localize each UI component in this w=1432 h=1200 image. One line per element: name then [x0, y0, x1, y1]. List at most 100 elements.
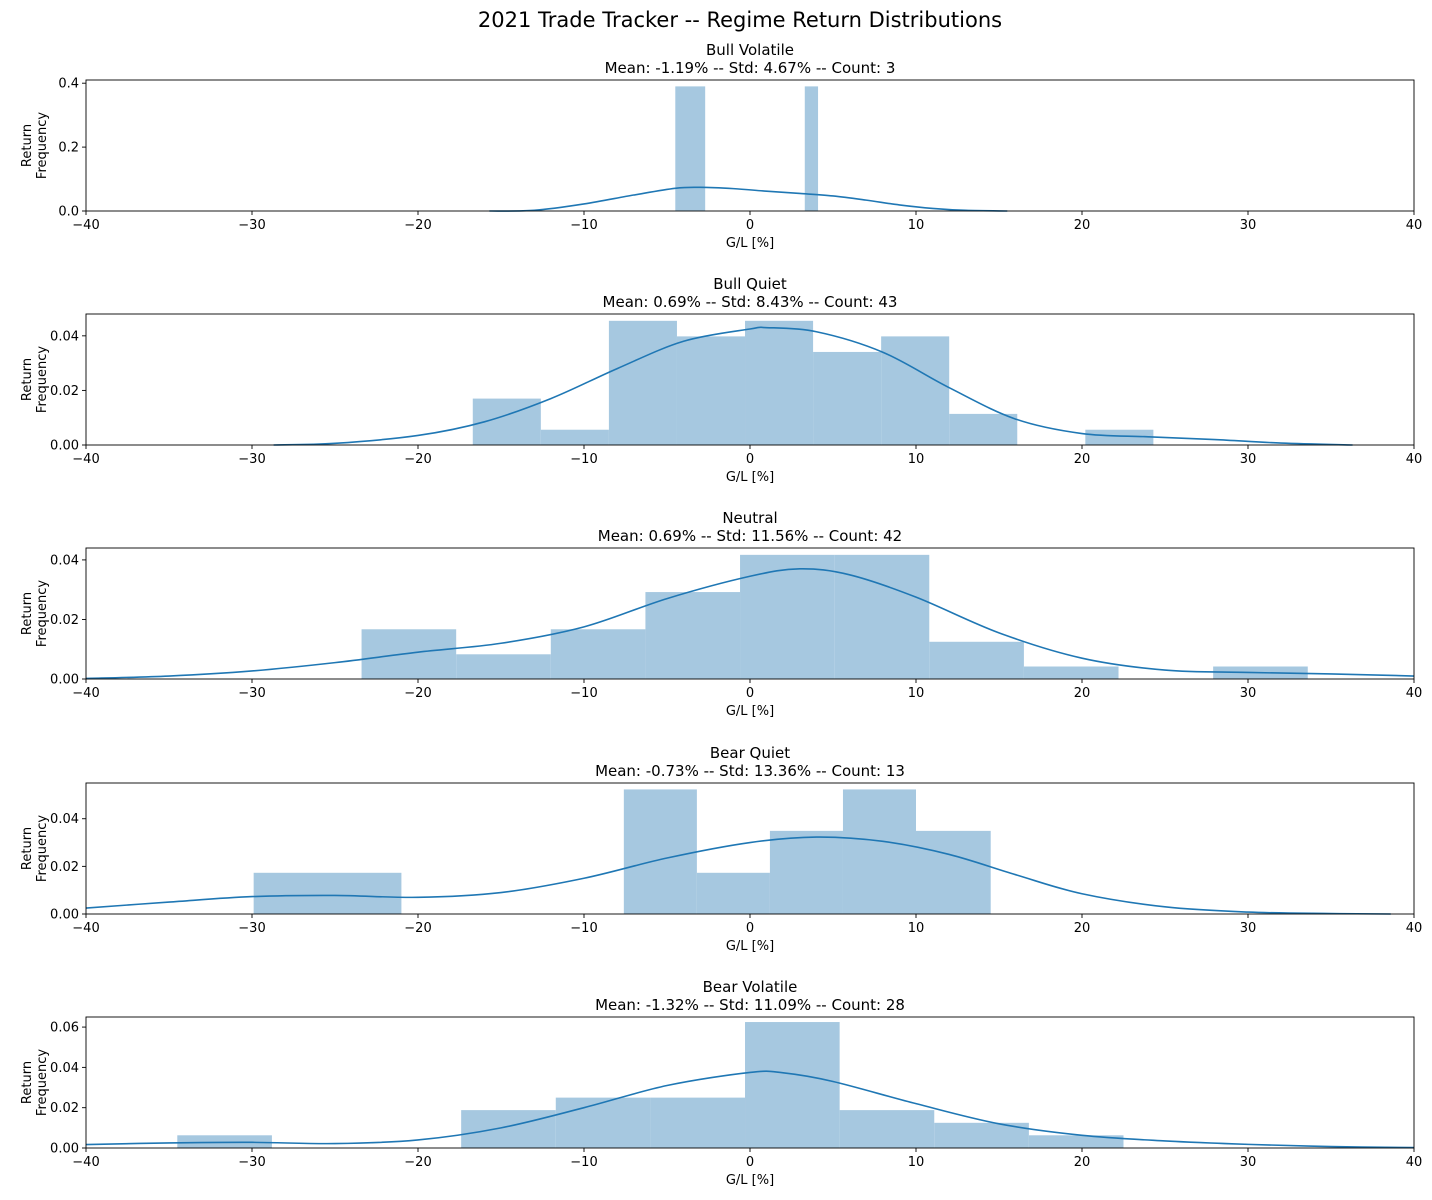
- x-tick-label: −10: [570, 218, 597, 233]
- y-axis-label-line1: Return: [20, 124, 35, 167]
- x-tick-label: −20: [404, 1155, 431, 1170]
- y-tick-label: 0.06: [50, 1021, 79, 1036]
- x-tick-label: 20: [1074, 1155, 1091, 1170]
- y-axis-label-line1: Return: [20, 358, 35, 401]
- panel-title: Bear Volatile: [703, 978, 798, 996]
- histogram-bar: [650, 1097, 746, 1148]
- histogram-bar: [550, 629, 646, 679]
- histogram-bar: [540, 429, 609, 445]
- histogram-bar: [745, 1022, 840, 1148]
- x-tick-label: −30: [238, 686, 265, 701]
- y-tick-label: 0.02: [50, 384, 79, 399]
- histogram-bar: [1023, 666, 1119, 679]
- y-tick-label: 0.04: [50, 1061, 79, 1076]
- histogram-bar: [623, 789, 697, 914]
- x-tick-label: 10: [908, 452, 925, 467]
- x-tick-label: −40: [72, 1155, 99, 1170]
- histogram-bar: [696, 872, 770, 914]
- kde-curve: [85, 836, 1391, 915]
- x-axis-label: G/L [%]: [726, 704, 774, 719]
- x-tick-label: 40: [1406, 1155, 1423, 1170]
- y-tick-label: 0.04: [50, 812, 79, 827]
- histogram-bar: [645, 592, 741, 679]
- x-axis-label: G/L [%]: [726, 939, 774, 954]
- histogram-bar: [461, 1110, 556, 1148]
- histogram-bar: [676, 336, 746, 445]
- histogram-bar: [740, 554, 835, 679]
- panel-subtitle: Mean: -0.73% -- Std: 13.36% -- Count: 13: [595, 762, 905, 780]
- x-tick-label: −30: [238, 921, 265, 936]
- panel-title: Bear Quiet: [710, 744, 790, 762]
- x-tick-label: 20: [1074, 921, 1091, 936]
- x-tick-label: 40: [1406, 218, 1423, 233]
- y-axis-label-line2: Frequency: [35, 346, 50, 413]
- histogram-bar: [608, 320, 677, 445]
- x-tick-label: 20: [1074, 218, 1091, 233]
- x-tick-label: −20: [404, 218, 431, 233]
- x-tick-label: −30: [238, 452, 265, 467]
- y-tick-label: 0.00: [50, 673, 79, 688]
- x-tick-label: −10: [570, 1155, 597, 1170]
- x-tick-label: 10: [908, 686, 925, 701]
- x-tick-label: 20: [1074, 452, 1091, 467]
- histogram-bar: [834, 554, 930, 679]
- panel-title: Bull Quiet: [713, 275, 787, 293]
- histogram-bar: [253, 872, 402, 914]
- x-tick-label: −10: [570, 921, 597, 936]
- x-tick-label: −40: [72, 218, 99, 233]
- x-tick-label: −30: [238, 1155, 265, 1170]
- x-tick-label: 30: [1240, 921, 1257, 936]
- x-tick-label: 20: [1074, 686, 1091, 701]
- y-axis-label-line1: Return: [20, 1061, 35, 1104]
- x-tick-label: −20: [404, 452, 431, 467]
- x-axis-label: G/L [%]: [726, 470, 774, 485]
- x-tick-label: −10: [570, 452, 597, 467]
- y-tick-label: 0.00: [50, 1142, 79, 1157]
- y-tick-label: 0.02: [50, 613, 79, 628]
- x-tick-label: 30: [1240, 1155, 1257, 1170]
- histogram-bar: [361, 629, 457, 679]
- x-tick-label: 0: [746, 452, 754, 467]
- y-axis-label-line1: Return: [20, 592, 35, 635]
- histogram-bar: [555, 1097, 651, 1148]
- x-tick-label: 40: [1406, 452, 1423, 467]
- panel-subtitle: Mean: 0.69% -- Std: 8.43% -- Count: 43: [603, 293, 898, 311]
- figure-title: 2021 Trade Tracker -- Regime Return Dist…: [478, 8, 1002, 32]
- x-tick-label: 0: [746, 921, 754, 936]
- y-axis-label-line1: Return: [20, 827, 35, 870]
- x-tick-label: 0: [746, 218, 754, 233]
- histogram-bar: [949, 413, 1018, 445]
- x-tick-label: −20: [404, 921, 431, 936]
- x-tick-label: 30: [1240, 218, 1257, 233]
- axes-frame: [85, 79, 1415, 212]
- histogram-bar: [1028, 1135, 1124, 1148]
- histogram-bar: [929, 641, 1024, 679]
- x-tick-label: 10: [908, 1155, 925, 1170]
- kde-curve: [489, 186, 1008, 212]
- x-axis-label: G/L [%]: [726, 236, 774, 251]
- panel-subtitle: Mean: 0.69% -- Std: 11.56% -- Count: 42: [598, 527, 902, 545]
- histogram-bar: [881, 336, 950, 445]
- panel-title: Neutral: [722, 509, 777, 527]
- y-axis-label-line2: Frequency: [35, 815, 50, 882]
- y-tick-label: 0.0: [58, 205, 79, 220]
- y-tick-label: 0.04: [50, 329, 79, 344]
- y-tick-label: 0.02: [50, 860, 79, 875]
- panel-subtitle: Mean: -1.32% -- Std: 11.09% -- Count: 28: [595, 996, 905, 1014]
- histogram-bar: [804, 86, 819, 211]
- kde-curve: [85, 568, 1415, 680]
- x-tick-label: 0: [746, 686, 754, 701]
- x-tick-label: −20: [404, 686, 431, 701]
- x-tick-label: −40: [72, 452, 99, 467]
- y-tick-label: 0.2: [58, 141, 79, 156]
- y-tick-label: 0.02: [50, 1101, 79, 1116]
- y-tick-label: 0.04: [50, 553, 79, 568]
- x-tick-label: 30: [1240, 686, 1257, 701]
- panel-subtitle: Mean: -1.19% -- Std: 4.67% -- Count: 3: [605, 59, 896, 77]
- histogram-bar: [769, 830, 843, 914]
- panel-title: Bull Volatile: [706, 41, 794, 59]
- histogram-bar: [916, 830, 991, 914]
- histogram-bar: [456, 654, 551, 679]
